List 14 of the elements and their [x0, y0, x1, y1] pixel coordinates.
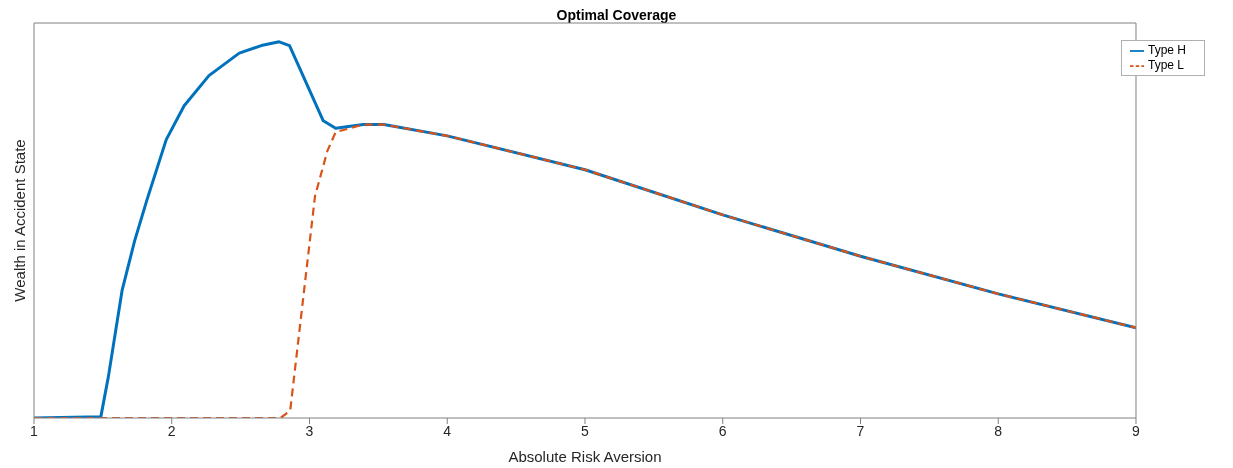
legend-label: Type H	[1147, 43, 1186, 57]
x-axis-title: Absolute Risk Aversion	[508, 448, 662, 465]
y-axis-title: Wealth in Accident State	[11, 139, 29, 302]
x-tick-label: 5	[581, 422, 590, 439]
x-tick-label: 1	[30, 422, 39, 439]
x-tick-label: 9	[1132, 422, 1141, 439]
x-tick-label: 4	[443, 422, 452, 439]
x-tick-label: 3	[305, 422, 314, 439]
x-tick-label: 7	[856, 422, 865, 439]
legend-label: Type L	[1147, 57, 1185, 72]
x-tick-label: 8	[994, 422, 1003, 439]
x-tick-label: 2	[167, 422, 176, 439]
x-tick-label: 6	[718, 422, 727, 439]
chart-title: Optimal Coverage	[555, 7, 678, 23]
